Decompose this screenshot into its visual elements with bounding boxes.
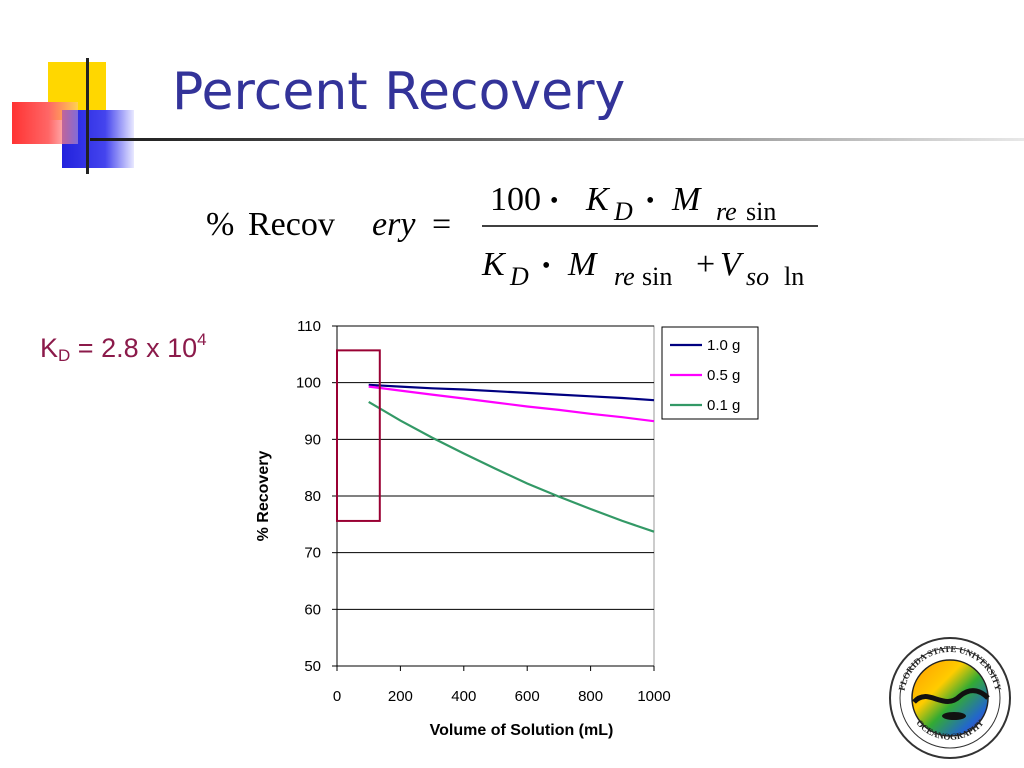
series-line-05g xyxy=(368,385,655,423)
numerator-sin: sin xyxy=(746,197,776,226)
numerator-re: re xyxy=(716,197,737,226)
legend-label: 0.1 g xyxy=(707,397,740,414)
numerator-D: D xyxy=(613,197,633,226)
deco-red-square xyxy=(12,102,78,144)
denominator-re: re xyxy=(614,262,635,291)
fsu-oceanography-logo: FLORIDA STATE UNIVERSITY OCEANOGRAPHY xyxy=(889,637,1011,759)
x-tick-label: 400 xyxy=(451,688,476,705)
kd-subscript: D xyxy=(58,346,71,365)
legend-label: 1.0 g xyxy=(707,337,740,354)
x-tick-label: 200 xyxy=(388,688,413,705)
x-tick-label: 600 xyxy=(515,688,540,705)
x-tick-label: 800 xyxy=(578,688,603,705)
series-line-01g xyxy=(368,400,655,533)
y-tick-label: 100 xyxy=(296,375,321,392)
percent-recovery-formula: % Recov ery = 100 • K D • M re sin K D •… xyxy=(206,181,818,291)
kd-value-label: KD = 2.8 x 104 xyxy=(40,330,207,366)
numerator-dot-2: • xyxy=(646,188,654,214)
denominator-D: D xyxy=(509,262,529,291)
denominator-M: M xyxy=(567,246,598,283)
y-tick-label: 50 xyxy=(304,658,321,675)
formula-recov: Recov xyxy=(248,206,335,243)
y-tick-label: 70 xyxy=(304,545,321,562)
y-axis-label: % Recovery xyxy=(255,451,272,542)
title-underline xyxy=(90,138,1024,141)
x-tick-label: 1000 xyxy=(637,688,670,705)
numerator-K: K xyxy=(585,181,611,218)
formula-ery: ery xyxy=(372,206,416,243)
kd-prefix: K xyxy=(40,333,59,363)
series-line-10g xyxy=(368,383,655,402)
y-tick-label: 80 xyxy=(304,488,321,505)
denominator-dot: • xyxy=(542,253,550,279)
legend-label: 0.5 g xyxy=(707,367,740,384)
y-tick-label: 60 xyxy=(304,601,321,618)
numerator-dot-1: • xyxy=(550,188,558,214)
numerator-M: M xyxy=(671,181,702,218)
formula-equals: = xyxy=(432,206,451,243)
legend-box xyxy=(661,326,759,420)
x-axis-label: Volume of Solution (mL) xyxy=(430,722,614,739)
kd-superscript: 4 xyxy=(197,330,207,349)
y-tick-label: 110 xyxy=(297,318,321,335)
denominator-so: so xyxy=(746,262,769,291)
formula-percent: % xyxy=(206,206,234,243)
kd-middle: = 2.8 x 10 xyxy=(70,333,198,363)
denominator-ln: ln xyxy=(784,262,804,291)
slide-title: Percent Recovery xyxy=(172,62,626,122)
y-tick-label: 90 xyxy=(304,431,321,448)
deco-vertical-line xyxy=(86,58,89,174)
highlight-box xyxy=(336,349,381,522)
numerator-100: 100 xyxy=(490,181,541,218)
x-tick-label: 0 xyxy=(333,688,341,705)
denominator-plus: + xyxy=(696,246,715,283)
denominator-sin: sin xyxy=(642,262,672,291)
denominator-K: K xyxy=(481,246,507,283)
